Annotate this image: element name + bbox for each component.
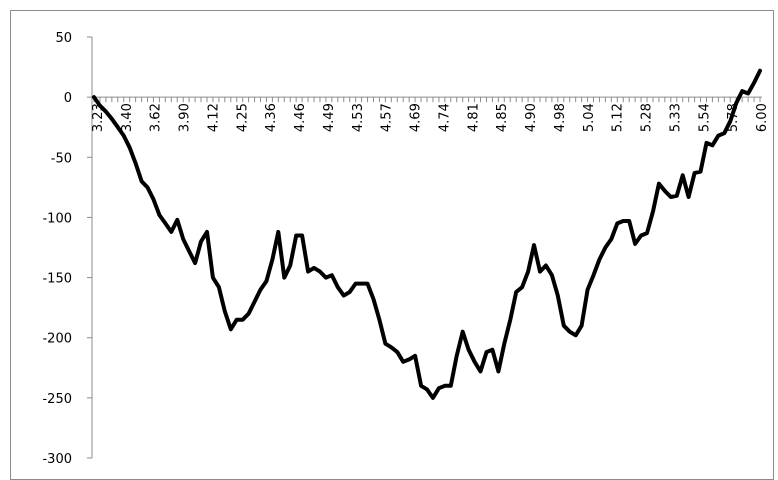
y-tick-label: -100 — [42, 211, 72, 226]
x-tick-label: 6.00 — [755, 103, 770, 132]
x-tick-label: 5.12 — [611, 103, 626, 132]
x-tick-label: 4.69 — [409, 103, 424, 132]
x-tick-label: 4.25 — [235, 103, 250, 132]
y-tick-label: 50 — [55, 31, 72, 46]
x-tick-label: 4.46 — [293, 103, 308, 132]
series-line — [92, 68, 762, 400]
x-tick-label: 4.12 — [206, 103, 221, 132]
y-tick-label: -150 — [42, 272, 72, 287]
x-tick-label: 4.49 — [322, 103, 337, 132]
y-tick-label: -300 — [42, 452, 72, 467]
y-tick-label: -200 — [42, 332, 72, 347]
x-tick-label: 4.36 — [264, 103, 279, 132]
x-tick-label: 3.62 — [149, 103, 164, 132]
x-tick-label: 4.81 — [466, 103, 481, 132]
x-tick-label: 5.33 — [668, 103, 683, 132]
y-tick-label: -50 — [51, 151, 72, 166]
x-tick-label: 3.40 — [120, 103, 135, 132]
y-axis: 50 0 -50 -100 -150 -200 -250 -300 — [42, 31, 93, 467]
x-axis: 3.23 3.40 3.62 3.90 4.12 4.25 4.36 4.46 4.49 4.53… — [91, 96, 770, 132]
x-tick-label: 3.90 — [178, 103, 193, 132]
x-tick-label: 4.57 — [380, 103, 395, 132]
series-group — [92, 68, 762, 400]
y-tick-label: 0 — [64, 91, 72, 106]
x-tick-label: 4.53 — [351, 103, 366, 132]
x-tick-label: 5.54 — [697, 103, 712, 132]
x-tick-label: 4.90 — [524, 103, 539, 132]
chart-frame — [10, 10, 774, 480]
x-tick-label: 5.28 — [640, 103, 655, 132]
x-tick-label: 4.85 — [495, 103, 510, 132]
x-tick-label: 5.04 — [582, 103, 597, 132]
y-tick-label: -250 — [42, 392, 72, 407]
x-tick-label: 4.74 — [437, 103, 452, 132]
x-tick-label: 4.98 — [553, 103, 568, 132]
